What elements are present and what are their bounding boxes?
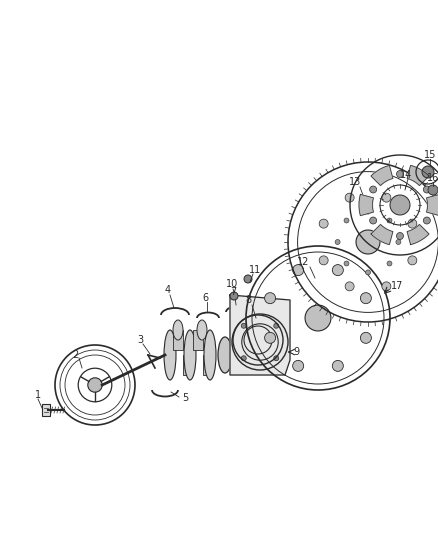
Circle shape <box>396 232 403 239</box>
Circle shape <box>345 282 354 291</box>
Text: 9: 9 <box>293 347 299 357</box>
Circle shape <box>319 219 328 228</box>
Circle shape <box>382 193 391 202</box>
Circle shape <box>387 261 392 266</box>
Circle shape <box>230 292 238 300</box>
Circle shape <box>428 185 438 195</box>
Bar <box>173 330 183 350</box>
Circle shape <box>390 195 410 215</box>
Text: 14: 14 <box>400 170 412 180</box>
Text: 13: 13 <box>349 177 361 187</box>
Text: 7: 7 <box>230 287 236 297</box>
Circle shape <box>88 378 102 392</box>
Bar <box>193 330 203 350</box>
Circle shape <box>332 264 343 276</box>
Circle shape <box>408 219 417 228</box>
Polygon shape <box>371 224 393 245</box>
Circle shape <box>335 239 340 245</box>
Text: 4: 4 <box>165 285 171 295</box>
Circle shape <box>241 356 246 361</box>
Ellipse shape <box>218 337 232 373</box>
Polygon shape <box>407 224 429 245</box>
Bar <box>183 355 193 375</box>
Text: 15: 15 <box>424 150 436 160</box>
Ellipse shape <box>204 330 216 380</box>
Circle shape <box>344 261 349 266</box>
Circle shape <box>332 360 343 372</box>
Bar <box>42 404 50 416</box>
Circle shape <box>396 171 403 177</box>
Circle shape <box>305 305 331 331</box>
Polygon shape <box>230 295 290 375</box>
Circle shape <box>424 217 431 224</box>
Circle shape <box>265 333 276 343</box>
Circle shape <box>424 186 431 193</box>
Text: 5: 5 <box>182 393 188 403</box>
Circle shape <box>360 293 371 304</box>
Text: 2: 2 <box>72 350 78 360</box>
Ellipse shape <box>173 320 183 340</box>
Text: 11: 11 <box>249 265 261 275</box>
Circle shape <box>344 218 349 223</box>
Circle shape <box>356 230 380 254</box>
Circle shape <box>319 256 328 265</box>
Circle shape <box>293 264 304 276</box>
Polygon shape <box>371 165 393 185</box>
Text: 16: 16 <box>427 173 438 183</box>
Polygon shape <box>407 165 429 185</box>
Circle shape <box>365 270 371 275</box>
Circle shape <box>274 324 279 328</box>
Circle shape <box>408 256 417 265</box>
Circle shape <box>241 324 246 328</box>
Circle shape <box>370 186 377 193</box>
Text: 17: 17 <box>391 281 403 291</box>
Circle shape <box>274 356 279 361</box>
Circle shape <box>370 217 377 224</box>
Circle shape <box>382 282 391 291</box>
Bar <box>203 355 213 375</box>
Circle shape <box>387 218 392 223</box>
Ellipse shape <box>184 330 196 380</box>
Text: 10: 10 <box>226 279 238 289</box>
Polygon shape <box>427 195 438 216</box>
Ellipse shape <box>164 330 176 380</box>
Circle shape <box>365 209 371 214</box>
Text: 8: 8 <box>245 295 251 305</box>
Circle shape <box>244 275 252 283</box>
Text: 12: 12 <box>297 257 309 267</box>
Circle shape <box>345 193 354 202</box>
Polygon shape <box>359 195 374 216</box>
Text: 3: 3 <box>137 335 143 345</box>
Text: 6: 6 <box>202 293 208 303</box>
Circle shape <box>293 360 304 372</box>
Circle shape <box>360 333 371 343</box>
Text: 1: 1 <box>35 390 41 400</box>
Circle shape <box>265 293 276 304</box>
Ellipse shape <box>197 320 207 340</box>
Circle shape <box>422 166 434 178</box>
Circle shape <box>396 239 401 245</box>
